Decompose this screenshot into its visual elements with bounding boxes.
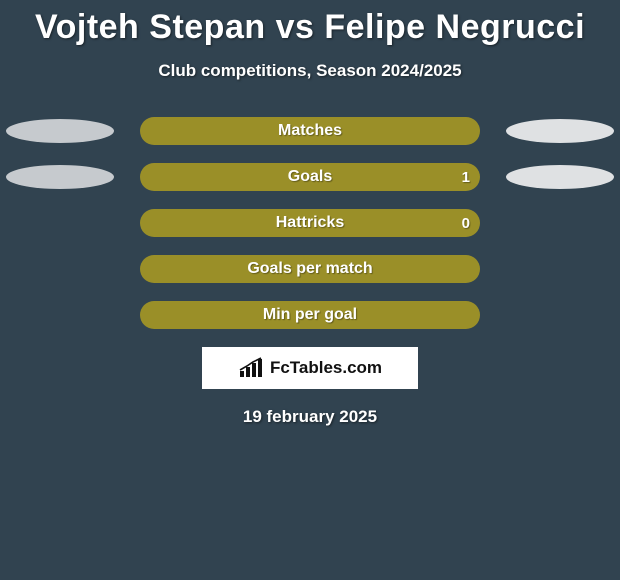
- stat-value-right: 0: [462, 215, 470, 232]
- stat-bar: Matches: [140, 117, 480, 145]
- stat-row: Hattricks 0: [0, 209, 620, 237]
- stat-bar: Min per goal: [140, 301, 480, 329]
- page-subtitle: Club competitions, Season 2024/2025: [0, 61, 620, 81]
- stat-label: Matches: [278, 122, 342, 140]
- page-title: Vojteh Stepan vs Felipe Negrucci: [0, 0, 620, 47]
- stat-bar: Goals 1: [140, 163, 480, 191]
- stat-row: Min per goal: [0, 301, 620, 329]
- stat-row: Matches: [0, 117, 620, 145]
- brand-box: FcTables.com: [202, 347, 418, 389]
- footer-date: 19 february 2025: [0, 407, 620, 427]
- stat-bar: Hattricks 0: [140, 209, 480, 237]
- stat-value-right: 1: [462, 169, 470, 186]
- left-ellipse: [6, 119, 114, 143]
- brand-text: FcTables.com: [270, 358, 382, 378]
- chart-logo-icon: [238, 357, 266, 379]
- comparison-chart: Matches Goals 1 Hattricks 0 Goals per match Mi…: [0, 117, 620, 329]
- stat-label: Goals: [288, 168, 332, 186]
- stat-bar: Goals per match: [140, 255, 480, 283]
- stat-row: Goals per match: [0, 255, 620, 283]
- stat-label: Min per goal: [263, 306, 357, 324]
- right-ellipse: [506, 119, 614, 143]
- stat-label: Hattricks: [276, 214, 344, 232]
- stat-label: Goals per match: [247, 260, 372, 278]
- stat-row: Goals 1: [0, 163, 620, 191]
- right-ellipse: [506, 165, 614, 189]
- left-ellipse: [6, 165, 114, 189]
